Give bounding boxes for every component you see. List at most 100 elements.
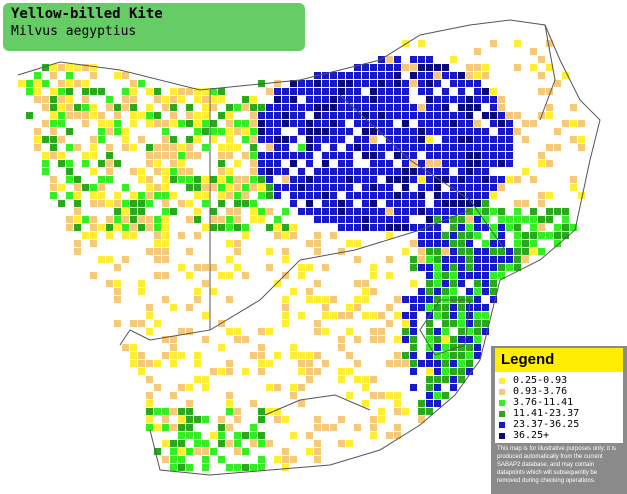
grid-cell [170, 440, 177, 447]
grid-cell [346, 104, 353, 111]
grid-cell [122, 224, 129, 231]
grid-cell [34, 88, 41, 95]
grid-cell [66, 104, 73, 111]
grid-cell [346, 72, 353, 79]
grid-cell [442, 232, 449, 239]
grid-cell [194, 184, 201, 191]
grid-cell [210, 264, 217, 271]
grid-cell [490, 248, 497, 255]
grid-cell [282, 312, 289, 319]
grid-cell [354, 144, 361, 151]
grid-cell [258, 112, 265, 119]
grid-cell [130, 352, 137, 359]
grid-cell [202, 440, 209, 447]
grid-cell [458, 352, 465, 359]
grid-cell [530, 248, 537, 255]
grid-cell [506, 256, 513, 263]
grid-cell [506, 152, 513, 159]
grid-cell [282, 320, 289, 327]
grid-cell [50, 120, 57, 127]
grid-cell [410, 312, 417, 319]
grid-cell [162, 272, 169, 279]
grid-cell [66, 64, 73, 71]
grid-cell [394, 400, 401, 407]
grid-cell [114, 296, 121, 303]
border-line [539, 24, 556, 121]
grid-cell [362, 80, 369, 87]
grid-cell [66, 192, 73, 199]
grid-cell [42, 80, 49, 87]
grid-cell [546, 88, 553, 95]
grid-cell [306, 120, 313, 127]
grid-cell [298, 368, 305, 375]
grid-cell [98, 192, 105, 199]
grid-cell [450, 160, 457, 167]
grid-cell [410, 144, 417, 151]
grid-cell [170, 96, 177, 103]
grid-cell [90, 216, 97, 223]
grid-cell [466, 344, 473, 351]
grid-cell [26, 80, 33, 87]
grid-cell [154, 424, 161, 431]
grid-cell [426, 272, 433, 279]
grid-cell [146, 88, 153, 95]
grid-cell [426, 96, 433, 103]
grid-cell [394, 312, 401, 319]
grid-cell [138, 208, 145, 215]
grid-cell [74, 208, 81, 215]
grid-cell [450, 384, 457, 391]
grid-cell [466, 368, 473, 375]
grid-cell [330, 168, 337, 175]
grid-cell [146, 248, 153, 255]
grid-cell [98, 136, 105, 143]
grid-cell [202, 192, 209, 199]
grid-cell [274, 160, 281, 167]
grid-cell [186, 400, 193, 407]
grid-cell [546, 104, 553, 111]
grid-cell [346, 368, 353, 375]
grid-cell [402, 184, 409, 191]
grid-cell [202, 336, 209, 343]
grid-cell [506, 176, 513, 183]
species-scientific-name: Milvus aegyptius [11, 24, 137, 39]
grid-cell [410, 136, 417, 143]
grid-cell [218, 344, 225, 351]
grid-cell [434, 248, 441, 255]
grid-cell [314, 216, 321, 223]
grid-cell [362, 136, 369, 143]
grid-cell [498, 136, 505, 143]
grid-cell [234, 432, 241, 439]
grid-cell [482, 224, 489, 231]
grid-cell [506, 224, 513, 231]
grid-cell [442, 64, 449, 71]
grid-cell [330, 200, 337, 207]
grid-cell [274, 192, 281, 199]
grid-cell [466, 320, 473, 327]
grid-cell [242, 448, 249, 455]
grid-cell [458, 248, 465, 255]
grid-cell [458, 328, 465, 335]
grid-cell [418, 296, 425, 303]
grid-cell [314, 80, 321, 87]
grid-cell [162, 176, 169, 183]
grid-cell [474, 144, 481, 151]
grid-cell [186, 168, 193, 175]
grid-cell [122, 184, 129, 191]
grid-cell [546, 216, 553, 223]
grid-cell [178, 120, 185, 127]
grid-cell [426, 288, 433, 295]
grid-cell [362, 144, 369, 151]
grid-cell [90, 144, 97, 151]
grid-cell [426, 176, 433, 183]
grid-cell [378, 392, 385, 399]
grid-cell [162, 168, 169, 175]
grid-cell [330, 152, 337, 159]
grid-cell [354, 136, 361, 143]
grid-cell [338, 200, 345, 207]
grid-cell [330, 112, 337, 119]
border-line [264, 394, 371, 416]
border-line [17, 19, 601, 476]
grid-cell [202, 448, 209, 455]
grid-cell [362, 224, 369, 231]
grid-cell [274, 112, 281, 119]
